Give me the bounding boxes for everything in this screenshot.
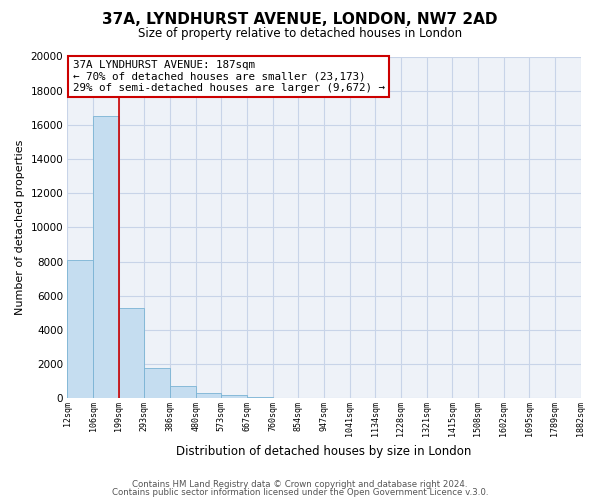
Text: 37A, LYNDHURST AVENUE, LONDON, NW7 2AD: 37A, LYNDHURST AVENUE, LONDON, NW7 2AD: [102, 12, 498, 28]
Bar: [93, 116, 119, 398]
Y-axis label: Number of detached properties: Number of detached properties: [15, 140, 25, 315]
Bar: [145, 368, 170, 398]
Text: 37A LYNDHURST AVENUE: 187sqm
← 70% of detached houses are smaller (23,173)
29% o: 37A LYNDHURST AVENUE: 187sqm ← 70% of de…: [73, 60, 385, 93]
Bar: [170, 386, 196, 398]
Text: Contains HM Land Registry data © Crown copyright and database right 2024.: Contains HM Land Registry data © Crown c…: [132, 480, 468, 489]
X-axis label: Distribution of detached houses by size in London: Distribution of detached houses by size …: [176, 444, 472, 458]
Bar: [247, 396, 272, 398]
Bar: [221, 395, 247, 398]
Bar: [119, 308, 145, 398]
Text: Contains public sector information licensed under the Open Government Licence v.: Contains public sector information licen…: [112, 488, 488, 497]
Text: Size of property relative to detached houses in London: Size of property relative to detached ho…: [138, 28, 462, 40]
Bar: [196, 394, 221, 398]
Bar: [67, 260, 93, 398]
